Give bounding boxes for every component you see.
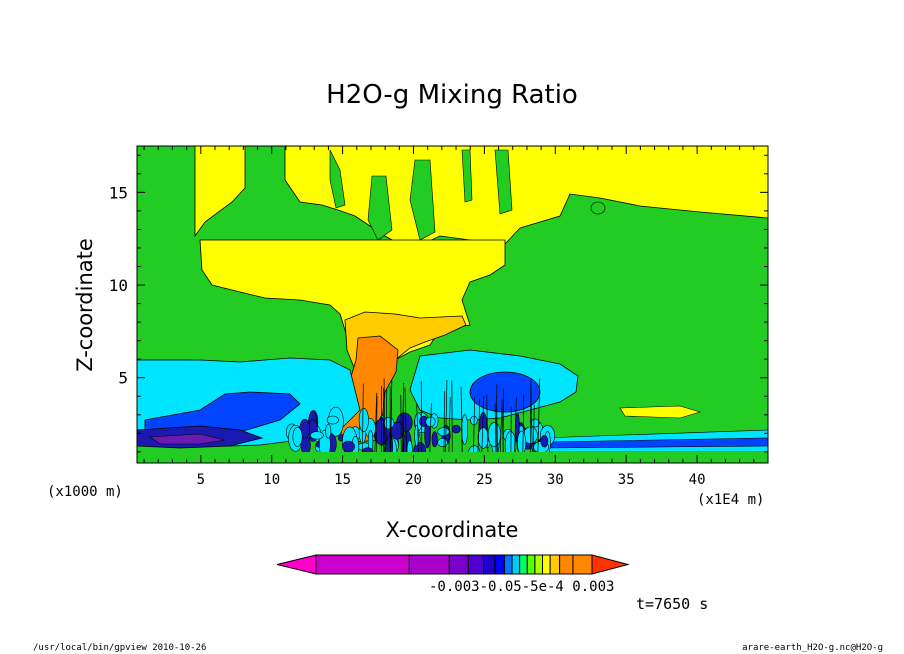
turbulent-cell bbox=[437, 427, 450, 437]
colorbar-segment bbox=[408, 554, 450, 575]
field-green-streak bbox=[461, 149, 473, 203]
x-tick-label: 15 bbox=[334, 472, 351, 488]
colorbar-segment bbox=[483, 554, 496, 575]
field-green-streak bbox=[329, 149, 346, 209]
y-axis-label: Z-coordinate bbox=[73, 238, 97, 372]
field-purple bbox=[149, 433, 226, 445]
turbulent-cell bbox=[292, 427, 303, 447]
x-unit-note: (x1E4 m) bbox=[697, 492, 764, 508]
turbulent-line bbox=[514, 397, 517, 456]
x-tick-label: 5 bbox=[197, 472, 205, 488]
field-yellow-thin bbox=[619, 405, 702, 419]
colorbar-segment bbox=[467, 554, 485, 575]
turbulent-cell bbox=[540, 434, 549, 448]
colorbar bbox=[276, 554, 630, 575]
turbulent-line bbox=[404, 387, 407, 456]
colorbar-segment bbox=[542, 554, 551, 575]
turbulent-line bbox=[529, 378, 532, 456]
turbulent-cell bbox=[517, 430, 527, 456]
turbulent-line bbox=[362, 383, 364, 456]
turbulent-line bbox=[445, 379, 448, 456]
turbulent-cell bbox=[431, 431, 438, 448]
turbulent-line bbox=[383, 378, 386, 456]
turbulent-line bbox=[390, 380, 393, 456]
turbulent-cell bbox=[309, 431, 324, 440]
turbulent-line bbox=[374, 392, 378, 456]
x-axis-label: X-coordinate bbox=[386, 518, 519, 542]
plot-frame bbox=[136, 145, 769, 464]
turbulent-cell bbox=[530, 418, 540, 428]
turbulent-line bbox=[376, 395, 378, 456]
turbulent-cell bbox=[461, 414, 469, 445]
turbulent-line bbox=[481, 395, 484, 456]
turbulent-line bbox=[460, 386, 463, 456]
y-unit-note: (x1000 m) bbox=[47, 484, 123, 500]
x-tick-label: 30 bbox=[547, 472, 564, 488]
turbulent-cell bbox=[437, 438, 448, 447]
turbulent-line bbox=[495, 384, 498, 456]
x-tick-label: 25 bbox=[476, 472, 493, 488]
field-yellow-upper-left bbox=[194, 146, 246, 238]
field-green-streak bbox=[494, 149, 513, 215]
turbulent-cell bbox=[325, 423, 332, 439]
colorbar-segment bbox=[549, 554, 561, 575]
turbulent-cell bbox=[477, 427, 489, 449]
turbulent-line bbox=[477, 399, 481, 456]
turbulent-line bbox=[537, 378, 541, 456]
colorbar-segment bbox=[534, 554, 544, 575]
colorbar-segment bbox=[519, 554, 528, 575]
turbulent-line bbox=[429, 403, 432, 456]
colorbar-segment bbox=[559, 554, 574, 575]
colorbar-segment bbox=[511, 554, 521, 575]
turbulent-line bbox=[522, 393, 525, 456]
turbulent-cell bbox=[383, 416, 395, 430]
colorbar-segment bbox=[526, 554, 536, 575]
axis-ticks: 5 10 15 20 25 30 35 40 5 10 15 bbox=[109, 146, 769, 488]
turbulent-line bbox=[416, 402, 419, 456]
turbulent-line bbox=[448, 396, 451, 456]
turbulent-cell bbox=[300, 435, 311, 456]
colorbar-segment bbox=[572, 554, 593, 575]
field-green-bottom bbox=[137, 452, 768, 463]
turbulent-cell bbox=[326, 415, 339, 425]
turbulent-line bbox=[385, 388, 388, 456]
colorbar-segment bbox=[494, 554, 505, 575]
colorbar-arrow-left bbox=[276, 554, 317, 575]
y-tick-label: 15 bbox=[109, 183, 128, 202]
turbulent-line bbox=[501, 399, 504, 456]
colorbar-segment bbox=[448, 554, 469, 575]
x-tick-label: 40 bbox=[689, 472, 706, 488]
turbulent-line bbox=[401, 382, 405, 456]
footer-right: arare-earth_H2O-g.nc@H2O-g bbox=[742, 643, 883, 653]
colorbar-arrow-right bbox=[591, 554, 630, 575]
field-green-streak bbox=[409, 159, 436, 241]
y-tick-label: 5 bbox=[118, 369, 128, 388]
turbulent-line bbox=[499, 407, 503, 456]
field-green-streak bbox=[367, 175, 393, 241]
turbulent-cell bbox=[451, 424, 461, 434]
time-label: t=7650 s bbox=[636, 595, 708, 613]
x-tick-label: 35 bbox=[618, 472, 635, 488]
turbulent-line bbox=[473, 397, 476, 456]
footer-left: /usr/local/bin/gpview 2010-10-26 bbox=[33, 643, 206, 653]
colorbar-segment bbox=[315, 554, 410, 575]
field-green-spot bbox=[590, 201, 606, 215]
colorbar-labels: -0.003-0.05-5e-4 0.003 bbox=[429, 579, 614, 595]
field-blue-right bbox=[469, 371, 541, 413]
turbulent-line bbox=[420, 381, 423, 456]
turbulent-cell bbox=[342, 440, 355, 453]
turbulent-line bbox=[532, 404, 535, 456]
turbulent-line bbox=[494, 403, 497, 456]
plot-area: 5 10 15 20 25 30 35 40 5 10 15 bbox=[109, 145, 769, 488]
chart-title: H2O-g Mixing Ratio bbox=[326, 80, 578, 110]
colorbar-segment bbox=[503, 554, 513, 575]
x-tick-label: 10 bbox=[263, 472, 280, 488]
turbulent-line bbox=[486, 394, 489, 456]
turbulent-cell bbox=[487, 422, 501, 448]
y-tick-label: 10 bbox=[109, 276, 128, 295]
turbulent-cell bbox=[358, 408, 369, 432]
x-tick-label: 20 bbox=[405, 472, 422, 488]
